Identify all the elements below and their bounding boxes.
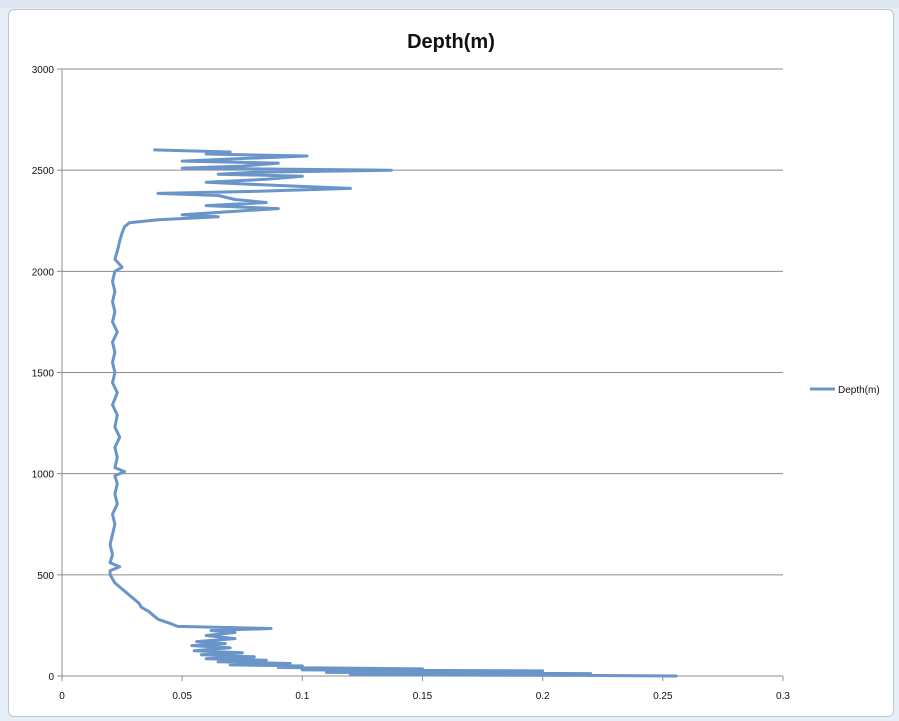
x-tick-label: 0.3 <box>776 691 790 702</box>
axes <box>57 68 784 681</box>
y-tick-label: 2000 <box>32 267 55 278</box>
y-axis-ticks: 0 500 1000 1500 2000 2500 3000 <box>32 65 55 683</box>
x-tick-label: 0 <box>59 691 65 702</box>
series-line-0 <box>108 148 678 678</box>
y-tick-label: 3000 <box>32 65 55 76</box>
x-axis-ticks: 0 0.05 0.1 0.15 0.2 0.25 0.3 <box>59 691 790 702</box>
y-tick-label: 2500 <box>32 166 55 177</box>
x-tick-label: 0.05 <box>172 691 192 702</box>
y-tick-label: 1500 <box>32 369 55 380</box>
x-tick-label: 0.15 <box>413 691 433 702</box>
legend-label: Depth(m) <box>838 385 880 396</box>
grid-lines <box>62 68 783 576</box>
x-tick-label: 0.2 <box>536 691 550 702</box>
chart-area <box>8 9 894 717</box>
top-window-strip <box>0 0 899 8</box>
chart-title: Depth(m) <box>407 31 495 53</box>
legend: Depth(m) <box>810 385 880 396</box>
series-group <box>108 148 678 678</box>
x-tick-label: 0.25 <box>653 691 673 702</box>
y-tick-label: 0 <box>48 672 54 683</box>
y-tick-label: 1000 <box>32 470 55 481</box>
x-tick-label: 0.1 <box>295 691 309 702</box>
y-tick-label: 500 <box>37 571 54 582</box>
